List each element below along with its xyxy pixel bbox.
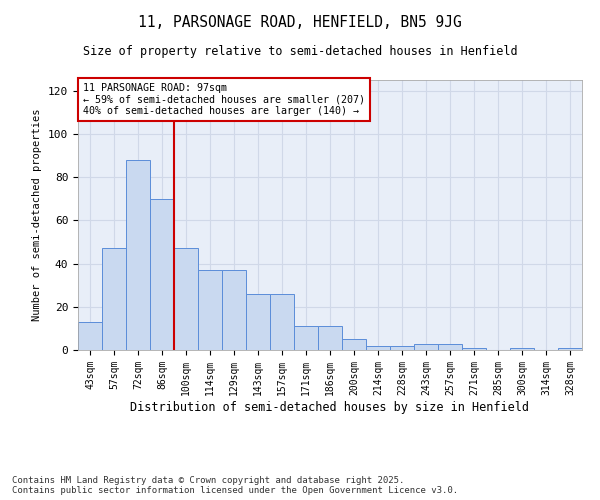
Bar xyxy=(270,294,294,350)
Text: 11 PARSONAGE ROAD: 97sqm
← 59% of semi-detached houses are smaller (207)
40% of : 11 PARSONAGE ROAD: 97sqm ← 59% of semi-d… xyxy=(83,82,365,116)
Bar xyxy=(318,326,342,350)
Bar xyxy=(366,346,390,350)
Bar xyxy=(198,270,222,350)
Y-axis label: Number of semi-detached properties: Number of semi-detached properties xyxy=(32,109,43,322)
Bar xyxy=(438,344,462,350)
X-axis label: Distribution of semi-detached houses by size in Henfield: Distribution of semi-detached houses by … xyxy=(131,400,530,413)
Bar xyxy=(294,326,318,350)
Bar xyxy=(414,344,438,350)
Bar xyxy=(342,339,366,350)
Bar xyxy=(78,322,102,350)
Bar xyxy=(222,270,246,350)
Text: Contains HM Land Registry data © Crown copyright and database right 2025.
Contai: Contains HM Land Registry data © Crown c… xyxy=(12,476,458,495)
Bar xyxy=(126,160,150,350)
Bar xyxy=(174,248,198,350)
Bar xyxy=(246,294,270,350)
Bar xyxy=(558,348,582,350)
Text: 11, PARSONAGE ROAD, HENFIELD, BN5 9JG: 11, PARSONAGE ROAD, HENFIELD, BN5 9JG xyxy=(138,15,462,30)
Bar xyxy=(462,348,486,350)
Bar xyxy=(510,348,534,350)
Text: Size of property relative to semi-detached houses in Henfield: Size of property relative to semi-detach… xyxy=(83,45,517,58)
Bar xyxy=(102,248,126,350)
Bar xyxy=(390,346,414,350)
Bar xyxy=(150,199,174,350)
